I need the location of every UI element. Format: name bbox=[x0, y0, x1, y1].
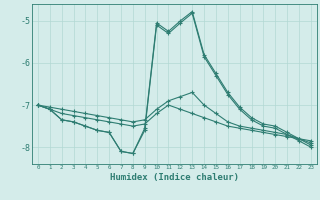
X-axis label: Humidex (Indice chaleur): Humidex (Indice chaleur) bbox=[110, 173, 239, 182]
